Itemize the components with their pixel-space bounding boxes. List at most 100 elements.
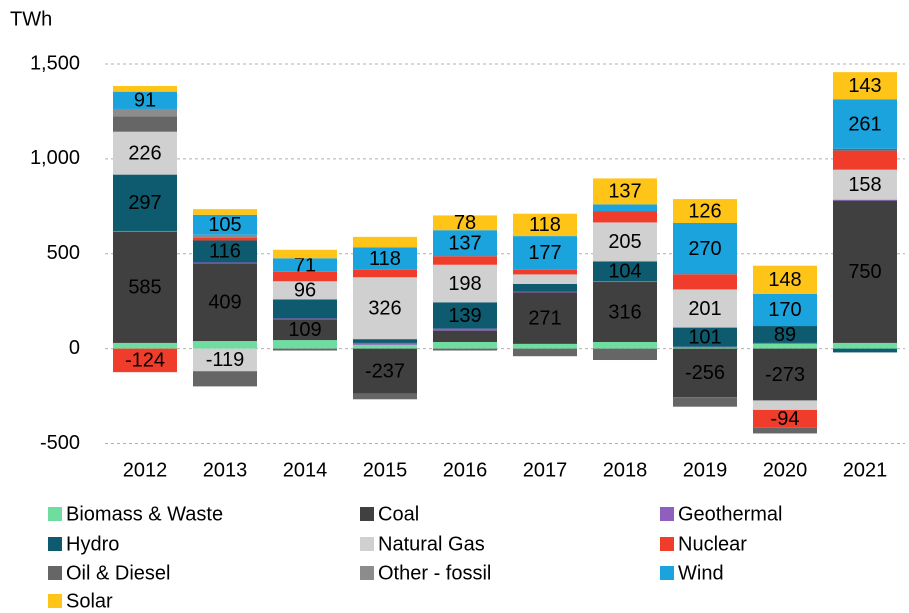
data-label: -237 bbox=[365, 360, 405, 382]
data-label: 78 bbox=[454, 212, 476, 234]
bar-segment bbox=[353, 236, 417, 248]
data-label: 118 bbox=[369, 248, 401, 270]
bar-segment bbox=[353, 269, 417, 278]
y-tick-label: 1,000 bbox=[30, 147, 80, 169]
legend-swatch bbox=[48, 594, 62, 608]
data-label: 104 bbox=[608, 260, 641, 282]
data-label: 326 bbox=[368, 297, 401, 319]
data-label: 109 bbox=[288, 319, 321, 341]
bar-segment bbox=[433, 264, 497, 303]
bar-segment bbox=[353, 342, 417, 345]
bar-segment bbox=[513, 274, 577, 284]
bar-segment bbox=[833, 200, 897, 343]
x-tick-label: 2016 bbox=[443, 459, 488, 481]
bar-segment bbox=[193, 262, 257, 264]
bar-segment bbox=[513, 292, 577, 344]
bar-segment bbox=[193, 234, 257, 238]
bar-segment bbox=[273, 299, 337, 319]
bar-segment bbox=[673, 348, 737, 398]
bar-segment bbox=[273, 249, 337, 259]
bar-segment bbox=[593, 222, 657, 262]
bar-segment bbox=[673, 347, 737, 349]
data-label: 226 bbox=[128, 142, 161, 164]
bar-segment bbox=[273, 319, 337, 341]
data-label: 91 bbox=[134, 90, 156, 112]
bar-segment bbox=[673, 327, 737, 347]
bar-segment bbox=[593, 341, 657, 349]
bar-segment bbox=[753, 293, 817, 327]
bar-segment bbox=[193, 209, 257, 215]
bar-segment bbox=[833, 348, 897, 353]
bar-segment bbox=[273, 258, 337, 272]
legend-label: Wind bbox=[678, 562, 724, 584]
data-label: 201 bbox=[688, 298, 721, 320]
bar-segment bbox=[753, 342, 817, 344]
x-tick-label: 2018 bbox=[603, 459, 648, 481]
bar-segment bbox=[113, 116, 177, 132]
data-label: 316 bbox=[608, 301, 641, 323]
x-tick-label: 2013 bbox=[203, 459, 248, 481]
bar-segment bbox=[353, 393, 417, 400]
x-tick-label: 2021 bbox=[843, 459, 888, 481]
x-tick-label: 2019 bbox=[683, 459, 728, 481]
data-label: 116 bbox=[209, 241, 241, 263]
data-label: 148 bbox=[768, 269, 801, 291]
bar-segment bbox=[593, 178, 657, 205]
bar-segment bbox=[433, 302, 497, 329]
data-label: 137 bbox=[608, 181, 641, 203]
x-tick-label: 2014 bbox=[283, 459, 328, 481]
data-label: -273 bbox=[765, 364, 805, 386]
bar-segment bbox=[113, 174, 177, 231]
bar-segment bbox=[433, 215, 497, 231]
legend-label: Coal bbox=[378, 503, 419, 525]
bar-segment bbox=[833, 169, 897, 200]
bar-segment bbox=[433, 341, 497, 349]
bar-segment bbox=[753, 326, 817, 343]
x-tick-label: 2017 bbox=[523, 459, 568, 481]
bar-segment bbox=[753, 400, 817, 410]
data-label: 170 bbox=[768, 299, 801, 321]
bar-segment bbox=[753, 409, 817, 428]
data-label: 297 bbox=[128, 192, 161, 214]
bar-segment bbox=[833, 99, 897, 149]
y-tick-label: 0 bbox=[69, 337, 80, 359]
legend-swatch bbox=[360, 566, 374, 580]
bar-segment bbox=[193, 348, 257, 372]
legend-swatch bbox=[660, 566, 674, 580]
bar-segment bbox=[353, 344, 417, 349]
bar-segment bbox=[673, 397, 737, 407]
bar-segment bbox=[193, 214, 257, 235]
bar-segment bbox=[273, 348, 337, 351]
data-label: 205 bbox=[608, 231, 641, 253]
data-label: 96 bbox=[294, 280, 316, 302]
bar-segment bbox=[593, 282, 657, 342]
bar-segment bbox=[673, 346, 737, 348]
data-label: -124 bbox=[125, 350, 165, 372]
bar-segment bbox=[753, 265, 817, 294]
bar-segment bbox=[433, 328, 497, 331]
bar-segment bbox=[513, 283, 577, 292]
bar-segment bbox=[353, 277, 417, 340]
y-tick-label: 500 bbox=[47, 242, 80, 264]
data-label: 271 bbox=[528, 307, 561, 329]
legend-label: Biomass & Waste bbox=[66, 503, 223, 525]
bar-segment bbox=[113, 131, 177, 175]
legend-swatch bbox=[48, 566, 62, 580]
bar-segment bbox=[353, 339, 417, 343]
data-label: 118 bbox=[529, 214, 561, 236]
data-label: -119 bbox=[206, 349, 245, 371]
bar-segment bbox=[513, 348, 577, 357]
bar-segment bbox=[513, 213, 577, 237]
data-label: 750 bbox=[848, 261, 881, 283]
bar-segment bbox=[353, 247, 417, 270]
data-label: 158 bbox=[848, 174, 881, 196]
data-label: -94 bbox=[771, 408, 800, 430]
y-tick-label: 1,500 bbox=[30, 52, 80, 74]
legend-label: Geothermal bbox=[678, 503, 783, 525]
bar-segment bbox=[593, 348, 657, 361]
x-tick-label: 2015 bbox=[363, 459, 408, 481]
x-tick-label: 2020 bbox=[763, 459, 808, 481]
legend-swatch bbox=[48, 537, 62, 551]
bar-segment bbox=[753, 343, 817, 349]
